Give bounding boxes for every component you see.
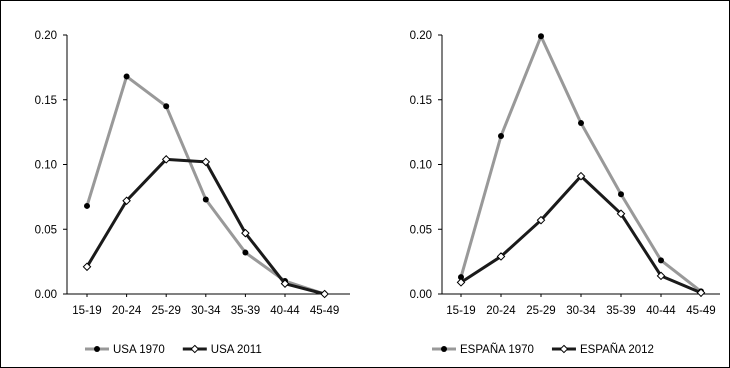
x-tick-label: 20-24 <box>112 305 142 317</box>
x-tick-label: 40-44 <box>646 305 676 317</box>
legend-label: ESPAÑA 1970 <box>460 343 534 356</box>
data-point <box>161 155 171 164</box>
series-line <box>460 174 702 295</box>
y-tick-label: 0.20 <box>410 30 432 42</box>
x-tick-label: 45-49 <box>686 305 715 317</box>
series-line <box>85 157 325 296</box>
x-tick-label: 35-39 <box>231 305 260 317</box>
series-line <box>85 74 326 296</box>
data-point <box>536 215 546 225</box>
data-point <box>242 249 249 256</box>
data-point <box>658 257 664 264</box>
x-tick-label: 40-44 <box>270 305 300 317</box>
y-tick-label: 0.00 <box>410 289 432 301</box>
data-point <box>656 271 666 281</box>
data-point <box>696 288 706 298</box>
data-point <box>498 133 504 140</box>
y-tick-label: 0.15 <box>35 95 57 107</box>
legend-label: USA 2011 <box>211 344 262 356</box>
data-point <box>496 252 506 261</box>
data-point <box>163 103 170 110</box>
series-line <box>459 34 702 293</box>
legend-label: USA 1970 <box>113 344 165 356</box>
data-point <box>320 289 329 299</box>
legend-label: ESPAÑA 2012 <box>580 343 654 356</box>
x-tick-label: 15-19 <box>72 305 101 317</box>
data-point <box>578 120 584 127</box>
data-point <box>618 191 624 198</box>
y-tick-label: 0.00 <box>35 289 57 301</box>
chart-espana: 0.00 0.05 0.10 0.15 0.20 15-19 20-24 25-29 30-34… <box>410 30 720 356</box>
data-point <box>458 274 464 281</box>
data-point <box>616 209 626 219</box>
data-point <box>122 196 131 206</box>
data-point <box>84 202 90 209</box>
data-point <box>82 262 92 272</box>
y-tick-label: 0.20 <box>35 30 57 42</box>
data-point <box>123 73 130 80</box>
x-tick-label: 20-24 <box>486 305 516 317</box>
data-point <box>201 157 211 167</box>
data-point <box>576 171 586 181</box>
x-tick-label: 30-34 <box>191 305 221 317</box>
data-point <box>241 228 250 238</box>
chart-usa: 0.00 0.05 0.10 0.15 0.20 15-19 20-24 25-29 30-34… <box>35 30 350 356</box>
data-point <box>202 196 209 203</box>
legend-marker <box>94 346 100 352</box>
data-point <box>538 33 544 40</box>
legend-marker <box>441 346 447 352</box>
legend-marker <box>190 344 200 354</box>
y-tick-label: 0.15 <box>410 95 432 107</box>
data-point <box>280 279 290 288</box>
x-tick-label: 35-39 <box>606 305 635 317</box>
x-tick-label: 25-29 <box>151 305 180 317</box>
y-tick-label: 0.10 <box>410 160 432 172</box>
y-tick-label: 0.10 <box>35 160 57 172</box>
y-tick-label: 0.05 <box>410 224 432 236</box>
x-tick-label: 45-49 <box>310 305 339 317</box>
legend-marker <box>559 344 569 354</box>
y-tick-label: 0.05 <box>35 224 57 236</box>
data-point <box>456 278 466 287</box>
x-tick-label: 30-34 <box>566 305 596 317</box>
x-tick-label: 25-29 <box>526 305 555 317</box>
x-tick-label: 15-19 <box>446 305 475 317</box>
